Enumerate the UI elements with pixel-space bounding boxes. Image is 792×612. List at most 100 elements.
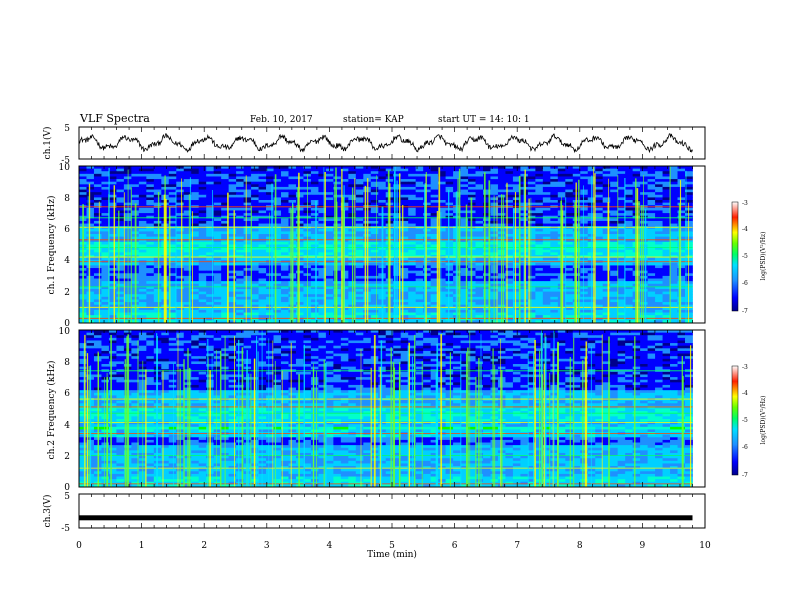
spectrogram-cell [445, 304, 454, 308]
spectrogram-cell [557, 186, 566, 190]
spectrogram-cell [206, 296, 215, 300]
spectrogram-cell [685, 173, 693, 177]
spectrogram-cell [236, 296, 244, 300]
spectrogram-cell [647, 218, 656, 222]
spectrogram-cell [325, 265, 334, 269]
spectrogram-cell [632, 231, 641, 235]
spectrogram-cell [423, 283, 432, 287]
spectrogram-cell [138, 294, 147, 298]
spectrogram-cell [400, 223, 409, 227]
spectrogram-cell [236, 176, 244, 180]
spectrogram-cell [490, 181, 499, 185]
spectrogram-cell [258, 166, 267, 170]
spectrogram-cell [273, 236, 282, 240]
spectrogram-cell [318, 268, 327, 272]
spectrogram-cell [236, 218, 244, 222]
spectrogram-cell [557, 179, 566, 183]
spectrogram-cell [183, 315, 192, 319]
spectrogram-cell [632, 294, 641, 298]
spectrogram-cell [221, 171, 230, 175]
spectrogram-cell [423, 270, 432, 274]
spectrogram-cell [430, 247, 439, 251]
spectrogram-cell [565, 210, 574, 214]
spectrogram-cell [86, 236, 95, 240]
spectrogram-cell [183, 231, 192, 235]
spectrogram-cell [325, 220, 334, 224]
spectrogram-cell [400, 302, 409, 306]
spectrogram-cell [168, 244, 177, 248]
spectrogram-cell [595, 296, 604, 300]
spectrogram-cell [318, 265, 327, 269]
spectrogram-cell [415, 194, 424, 198]
spectrogram-cell [243, 179, 252, 183]
spectrogram-cell [542, 207, 551, 211]
spectrogram-cell [677, 249, 686, 253]
ch1-voltage-panel: 5 -5 ch.1(V) [42, 124, 706, 166]
spectrogram-cell [251, 236, 259, 240]
spectrogram-cell [535, 168, 544, 172]
spectrogram-cell [580, 192, 589, 196]
spectrogram-cell [138, 220, 147, 224]
spectrogram-cell [655, 312, 663, 316]
spectrogram-cell [198, 210, 207, 214]
spectrogram-cell [512, 315, 521, 319]
spectrogram-cell [617, 192, 626, 196]
spectrogram-cell [101, 179, 110, 183]
spectrogram-cell [206, 317, 215, 321]
spectrogram-cell [273, 312, 282, 316]
spectrogram-cell [602, 278, 611, 282]
spectrogram-cell [655, 218, 663, 222]
spectrogram-cell [640, 315, 648, 319]
spectrogram-cell [146, 207, 155, 211]
spectrogram-cell [438, 244, 446, 248]
spectrogram-cell [423, 218, 432, 222]
spectrogram-cell [281, 186, 289, 190]
spectrogram-cell [400, 257, 409, 261]
spectrogram-cell [340, 168, 349, 172]
spectrogram-cell [453, 171, 461, 175]
spectrogram-cell [325, 236, 334, 240]
spectrogram-cell [295, 296, 304, 300]
spectrogram-cell [438, 176, 446, 180]
spectrogram-cell [640, 200, 648, 204]
spectrogram-cell [258, 294, 267, 298]
spectrogram-cell [445, 302, 454, 306]
spectrogram-cell [423, 200, 432, 204]
spectrogram-cell [445, 239, 454, 243]
spectrogram-cell [138, 200, 147, 204]
spectrogram-cell [153, 291, 162, 295]
spectrogram-cell [602, 173, 611, 177]
spectrogram-cell [610, 192, 619, 196]
spectrogram-cell [453, 166, 461, 170]
spectrogram-cell [602, 270, 611, 274]
spectrogram-cell [288, 176, 297, 180]
spectrogram-cell [542, 244, 551, 248]
spectrogram-cell [430, 213, 439, 217]
spectrogram-cell [281, 192, 289, 196]
spectrogram-cell [266, 166, 274, 170]
spectrogram-cell [266, 192, 274, 196]
spectrogram-cell [430, 302, 439, 306]
spectrogram-cell [423, 181, 432, 185]
spectrogram-cell [183, 262, 192, 266]
spectrogram-cell [228, 226, 237, 230]
spectrogram-cell [258, 275, 267, 279]
spectrogram-cell [580, 268, 589, 272]
spectrogram-cell [542, 186, 551, 190]
spectrogram-cell [602, 218, 611, 222]
spectrogram-cell [580, 213, 589, 217]
spectrogram-cell [131, 171, 140, 175]
spectrogram-cell [430, 309, 439, 313]
spectrogram-cell [221, 288, 230, 292]
spectrogram-cell [340, 202, 349, 206]
spectrogram-cell [625, 254, 634, 258]
spectrogram-cell [408, 247, 417, 251]
spectrogram-cell [400, 262, 409, 266]
spectrogram-cell [535, 207, 544, 211]
spectrogram-cell [602, 176, 611, 180]
spectrogram-cell [415, 234, 424, 238]
spectrogram-cell [281, 268, 289, 272]
spectrogram-cell [101, 171, 110, 175]
spectrogram-cell [662, 186, 671, 190]
spectrogram-cell [108, 312, 117, 316]
